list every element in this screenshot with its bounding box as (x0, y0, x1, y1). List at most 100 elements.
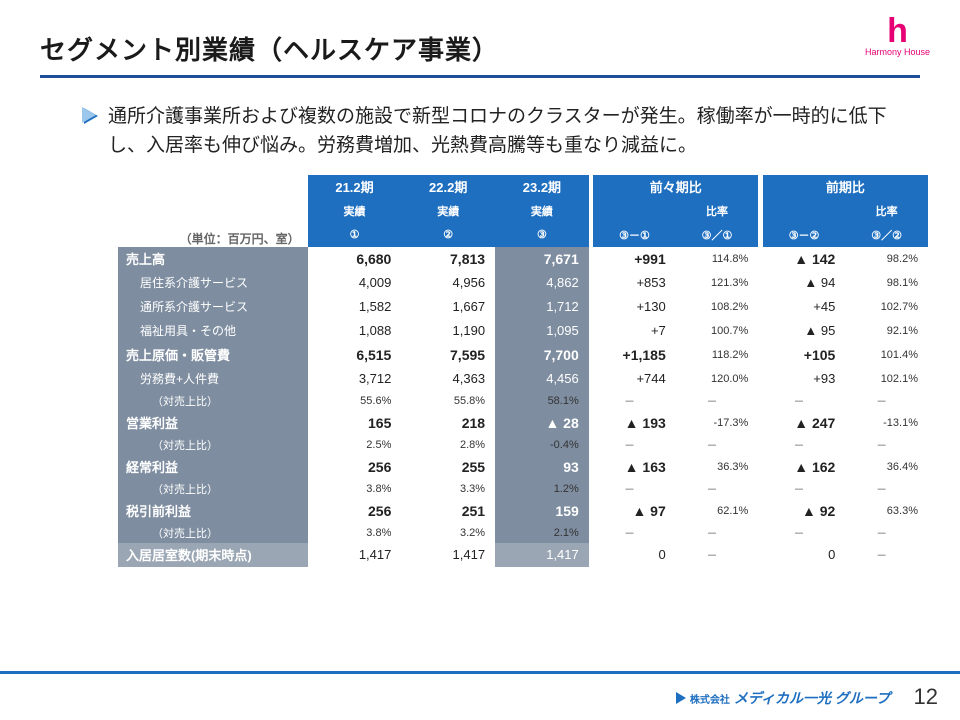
cell: － (676, 391, 759, 411)
cell: － (763, 479, 846, 499)
cell: － (676, 435, 759, 455)
cell: 6,680 (308, 247, 402, 271)
cell: － (593, 479, 676, 499)
page-title: セグメント別業績（ヘルスケア事業） (40, 30, 920, 67)
cell: 3.2% (401, 523, 495, 543)
col-header: 前期比 (763, 175, 928, 199)
col-id: ① (308, 223, 402, 247)
row-label: 経常利益 (118, 455, 308, 479)
col-id: ② (401, 223, 495, 247)
cell-highlight: 1,417 (495, 543, 589, 567)
cell: ▲ 142 (763, 247, 846, 271)
company-logo: 株式会社 メディカル一光 グループ (676, 688, 890, 708)
cell: ▲ 97 (593, 499, 676, 523)
cell: 255 (401, 455, 495, 479)
unit-label: （単位：百万円、室） (118, 223, 308, 247)
cell: 218 (401, 411, 495, 435)
cell: 0 (763, 543, 846, 567)
col-subheader: 実績 (308, 199, 402, 223)
cell: 3.8% (308, 523, 402, 543)
cell-highlight: ▲ 28 (495, 411, 589, 435)
cell: 7,595 (401, 343, 495, 367)
cell: +7 (593, 319, 676, 343)
cell: － (845, 479, 928, 499)
col-header: 22.2期 (401, 175, 495, 199)
cell: ▲ 193 (593, 411, 676, 435)
col-id: ③－① (593, 223, 676, 247)
cell: 256 (308, 455, 402, 479)
footer-rule (0, 671, 960, 674)
col-subheader (763, 199, 846, 223)
cell: － (676, 479, 759, 499)
segment-performance-table: 21.2期 22.2期 23.2期 前々期比 前期比 実績 実績 実績 比率 (118, 175, 928, 567)
cell: － (845, 391, 928, 411)
cell: 108.2% (676, 295, 759, 319)
row-label: （対売上比） (118, 523, 308, 543)
cell: 36.4% (845, 455, 928, 479)
triangle-bullet-icon (84, 108, 98, 124)
cell: ▲ 247 (763, 411, 846, 435)
col-subheader (593, 199, 676, 223)
cell-highlight: 4,456 (495, 367, 589, 391)
cell-highlight: 93 (495, 455, 589, 479)
col-header: 前々期比 (593, 175, 758, 199)
lead-paragraph: 通所介護事業所および複数の施設で新型コロナのクラスターが発生。稼働率が一時的に低… (108, 102, 920, 161)
cell: ▲ 162 (763, 455, 846, 479)
cell: 6,515 (308, 343, 402, 367)
cell: 102.7% (845, 295, 928, 319)
row-label: 入居居室数(期末時点) (118, 543, 308, 567)
cell: 3,712 (308, 367, 402, 391)
cell-highlight: 1,095 (495, 319, 589, 343)
brand-logo: h Harmony House (865, 18, 930, 57)
cell: +1,185 (593, 343, 676, 367)
col-header: 21.2期 (308, 175, 402, 199)
cell: 98.1% (845, 271, 928, 295)
cell: 2.5% (308, 435, 402, 455)
cell: ▲ 163 (593, 455, 676, 479)
col-subheader: 実績 (495, 199, 589, 223)
cell: 1,088 (308, 319, 402, 343)
cell-highlight: 2.1% (495, 523, 589, 543)
cell: +45 (763, 295, 846, 319)
cell-highlight: 159 (495, 499, 589, 523)
cell: － (593, 523, 676, 543)
cell: 3.8% (308, 479, 402, 499)
cell: － (763, 391, 846, 411)
title-rule (40, 75, 920, 78)
cell: 63.3% (845, 499, 928, 523)
row-label: 税引前利益 (118, 499, 308, 523)
cell: -17.3% (676, 411, 759, 435)
cell: 100.7% (676, 319, 759, 343)
cell: 114.8% (676, 247, 759, 271)
cell: 1,417 (308, 543, 402, 567)
cell: － (845, 435, 928, 455)
cell: 121.3% (676, 271, 759, 295)
cell-highlight: 4,862 (495, 271, 589, 295)
cell: 62.1% (676, 499, 759, 523)
row-label: 通所系介護サービス (118, 295, 308, 319)
row-label: （対売上比） (118, 435, 308, 455)
cell: 0 (593, 543, 676, 567)
cell: 118.2% (676, 343, 759, 367)
cell-highlight: 1.2% (495, 479, 589, 499)
cell: 36.3% (676, 455, 759, 479)
cell: +105 (763, 343, 846, 367)
col-subheader: 比率 (845, 199, 928, 223)
col-subheader: 比率 (676, 199, 759, 223)
brand-logo-mark: h (865, 18, 930, 45)
cell: ▲ 94 (763, 271, 846, 295)
cell: 256 (308, 499, 402, 523)
cell: － (593, 391, 676, 411)
cell: ▲ 95 (763, 319, 846, 343)
cell-highlight: 7,671 (495, 247, 589, 271)
cell-highlight: 7,700 (495, 343, 589, 367)
cell: 102.1% (845, 367, 928, 391)
company-prefix: 株式会社 (690, 691, 730, 706)
cell: 1,417 (401, 543, 495, 567)
cell: +853 (593, 271, 676, 295)
cell: +93 (763, 367, 846, 391)
cell: +991 (593, 247, 676, 271)
cell-highlight: 58.1% (495, 391, 589, 411)
cell: ▲ 92 (763, 499, 846, 523)
cell: 98.2% (845, 247, 928, 271)
